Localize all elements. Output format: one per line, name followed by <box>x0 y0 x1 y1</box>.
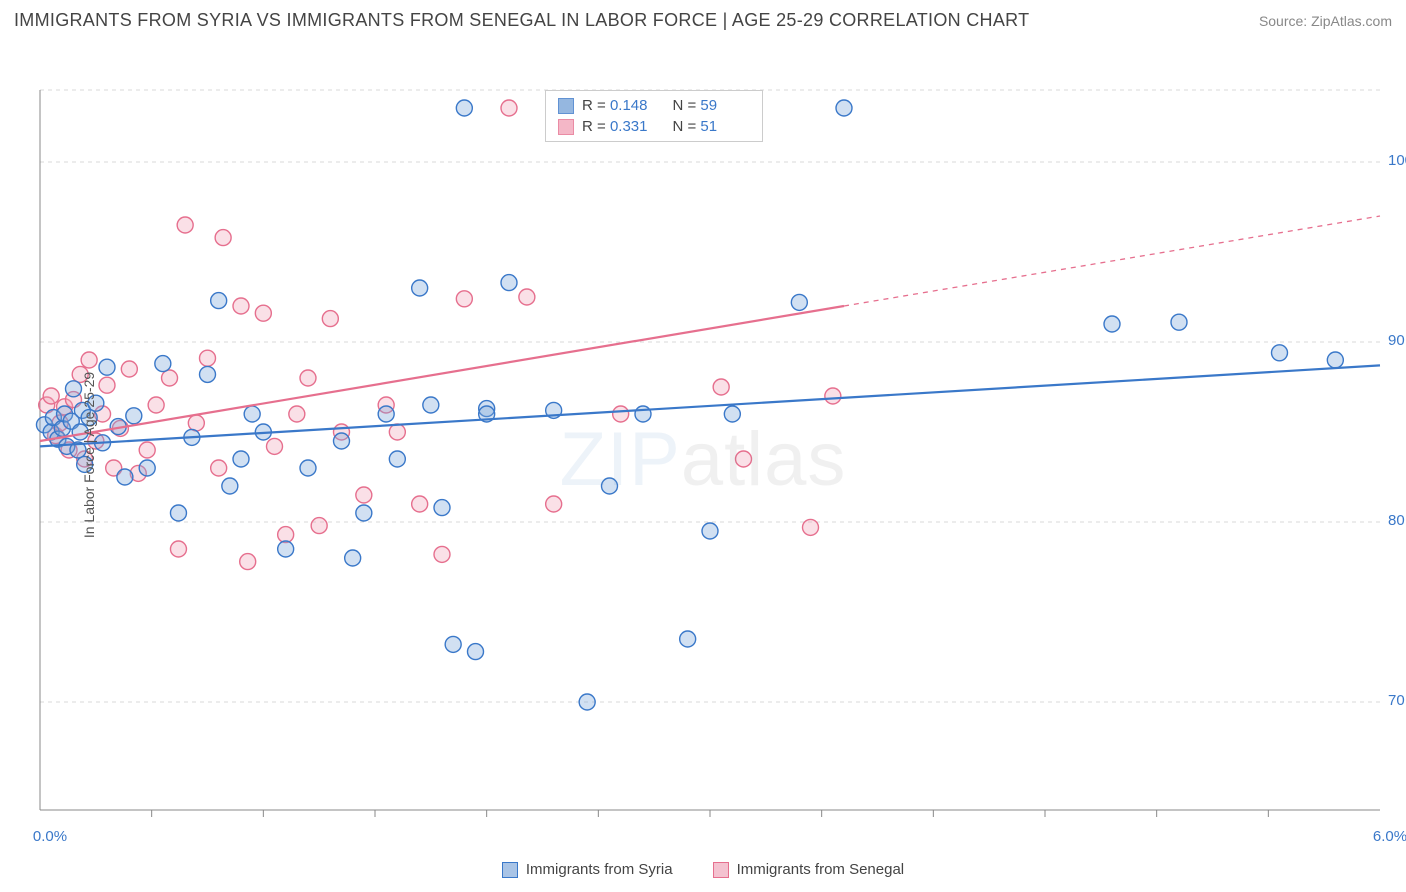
y-tick-label: 70.0% <box>1388 692 1406 709</box>
legend-swatch <box>713 862 729 878</box>
x-tick-label: 6.0% <box>1360 828 1406 845</box>
y-tick-label: 100.0% <box>1388 152 1406 169</box>
chart-title: IMMIGRANTS FROM SYRIA VS IMMIGRANTS FROM… <box>14 10 1029 31</box>
legend-label: Immigrants from Senegal <box>737 861 905 878</box>
y-axis-label: In Labor Force | Age 25-29 <box>81 372 97 538</box>
chart-container: In Labor Force | Age 25-29 ZIPatlas R = … <box>0 40 1406 870</box>
correlation-legend-box: R = 0.148 N = 59 R = 0.331 N = 51 <box>545 90 763 142</box>
legend-row: R = 0.331 N = 51 <box>558 116 750 137</box>
legend-item: Immigrants from Syria <box>502 861 673 878</box>
legend-stats: R = 0.148 N = 59 <box>582 97 750 114</box>
series-legend: Immigrants from Syria Immigrants from Sen… <box>0 855 1406 878</box>
scatter-chart <box>0 40 1406 840</box>
x-tick-label: 0.0% <box>20 828 80 845</box>
legend-swatch <box>558 119 574 135</box>
legend-row: R = 0.148 N = 59 <box>558 95 750 116</box>
legend-swatch <box>558 98 574 114</box>
source-attribution: Source: ZipAtlas.com <box>1259 13 1392 29</box>
title-bar: IMMIGRANTS FROM SYRIA VS IMMIGRANTS FROM… <box>0 0 1406 40</box>
legend-item: Immigrants from Senegal <box>713 861 905 878</box>
y-tick-label: 80.0% <box>1388 512 1406 529</box>
legend-stats: R = 0.331 N = 51 <box>582 118 750 135</box>
legend-swatch <box>502 862 518 878</box>
y-tick-label: 90.0% <box>1388 332 1406 349</box>
legend-label: Immigrants from Syria <box>526 861 673 878</box>
